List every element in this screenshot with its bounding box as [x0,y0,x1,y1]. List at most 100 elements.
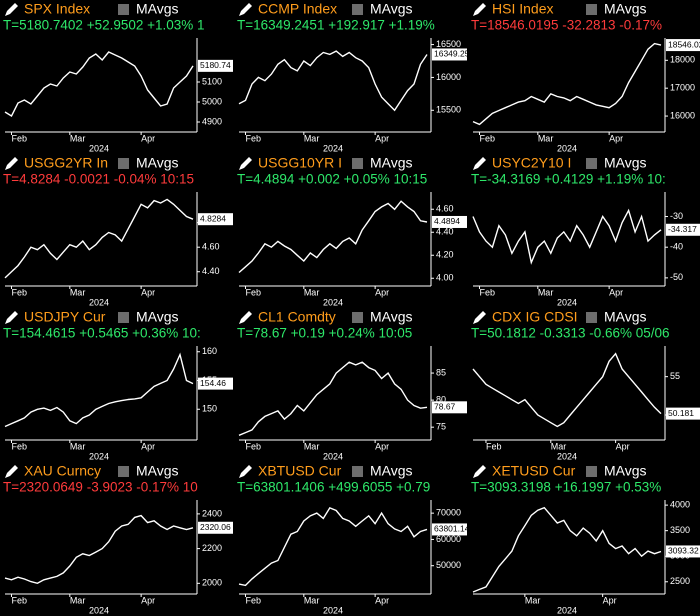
y-tick-label: 2400 [202,508,222,518]
y-tick-label: 2500 [670,576,690,586]
x-axis-year: 2024 [323,451,343,461]
y-tick-label: 4.60 [202,242,220,252]
y-tick-label: 75 [436,422,446,432]
x-tick-label: Mar [70,595,86,605]
pencil-icon [239,3,252,16]
indicator-label: MAvgs [370,155,413,171]
price-line [238,200,428,274]
pencil-icon [5,3,18,16]
last-value-box [198,213,233,226]
x-tick-label: Feb [479,133,495,143]
y-tick-label: 70000 [436,508,461,518]
price-line [4,514,194,585]
pencil-icon [239,157,252,170]
x-tick-label: Mar [70,133,86,143]
last-value-box [666,39,700,52]
y-tick-label: 4.40 [202,266,220,276]
indicator-label: MAvgs [136,463,179,479]
quote-line: T=50.1812 -0.3313 -0.66% 05/06 [471,326,670,341]
price-line [472,352,662,428]
pencil-icon [239,465,252,478]
x-tick-label: Mar [304,133,320,143]
x-axis-year: 2024 [557,143,577,153]
x-axis-year: 2024 [89,297,109,307]
y-tick-label: 15500 [436,105,461,115]
checkbox [586,4,597,15]
x-tick-label: Apr [616,441,630,451]
indicator-label: MAvgs [370,309,413,325]
last-value-box [198,521,233,534]
last-value-label: 4.8284 [200,213,226,223]
panel-bg [468,308,700,460]
x-tick-label: Mar [70,287,86,297]
chart-title: XETUSD Cur [492,463,576,479]
last-value-box [198,377,233,390]
last-value-label: 3093.32 [668,546,699,556]
y-tick-label: 3500 [670,525,690,535]
last-value-label: 16349.25 [434,49,470,59]
y-tick-label: 150 [202,404,217,414]
indicator-label: MAvgs [370,463,413,479]
checkbox [352,312,363,323]
quote-line: T=2320.0649 -3.9023 -0.17% 10 [3,480,198,495]
y-tick-label: 16000 [670,110,695,120]
last-value-box [198,59,233,72]
y-tick-label: 160 [202,346,217,356]
last-value-label: 63801.14 [434,524,470,534]
x-axis-year: 2024 [89,451,109,461]
chart-title: USGG10YR I [258,155,342,171]
y-tick-label: 5100 [202,76,222,86]
last-value-label: 5180.74 [200,60,231,70]
quote-line: T=4.4894 +0.002 +0.05% 10:15 [237,172,427,187]
panel-bg [234,0,467,152]
quote-line: T=16349.2451 +192.917 +1.19% [237,18,435,33]
panel-bg [468,0,700,152]
x-tick-label: Apr [603,595,617,605]
last-value-label: 78.67 [434,402,456,412]
y-tick-label: 2200 [202,543,222,553]
price-line [472,506,662,593]
checkbox [118,466,129,477]
x-tick-label: Apr [375,133,389,143]
panel-bg [234,154,467,306]
x-tick-label: Apr [375,287,389,297]
panel-bg [234,308,467,460]
y-tick-label: 80 [436,394,446,404]
chart-title: HSI Index [492,1,553,17]
pencil-icon [473,465,486,478]
checkbox [586,158,597,169]
y-tick-label: 55 [670,371,680,381]
indicator-label: MAvgs [604,1,647,17]
chart-title: CCMP Index [258,1,337,17]
indicator-label: MAvgs [604,463,647,479]
chart-title: CDX IG CDSI [492,309,578,325]
pencil-icon [473,3,486,16]
indicator-label: MAvgs [370,1,413,17]
x-tick-label: Feb [245,133,261,143]
checkbox [352,466,363,477]
price-line [238,50,428,112]
x-tick-label: Feb [11,287,27,297]
y-tick-label: 2000 [202,578,222,588]
quote-line: T=18546.0195 -32.2813 -0.17% [471,18,662,33]
last-value-label: 50.181 [668,408,694,418]
chart-title: XAU Curncy [24,463,101,479]
checkbox [352,158,363,169]
quote-line: T=63801.1406 +499.6055 +0.79 [237,480,430,495]
y-tick-label: 16000 [436,72,461,82]
y-tick-label: -30 [670,211,683,221]
x-tick-label: Feb [11,441,27,451]
x-tick-label: Feb [11,595,27,605]
y-tick-label: 85 [436,367,446,377]
quote-line: T=-34.3169 +0.4129 +1.19% 10: [471,172,666,187]
x-tick-label: Mar [538,133,554,143]
x-tick-label: Apr [141,287,155,297]
x-tick-label: Feb [486,441,502,451]
x-axis-year: 2024 [89,143,109,153]
chart-title: XBTUSD Cur [258,463,342,479]
